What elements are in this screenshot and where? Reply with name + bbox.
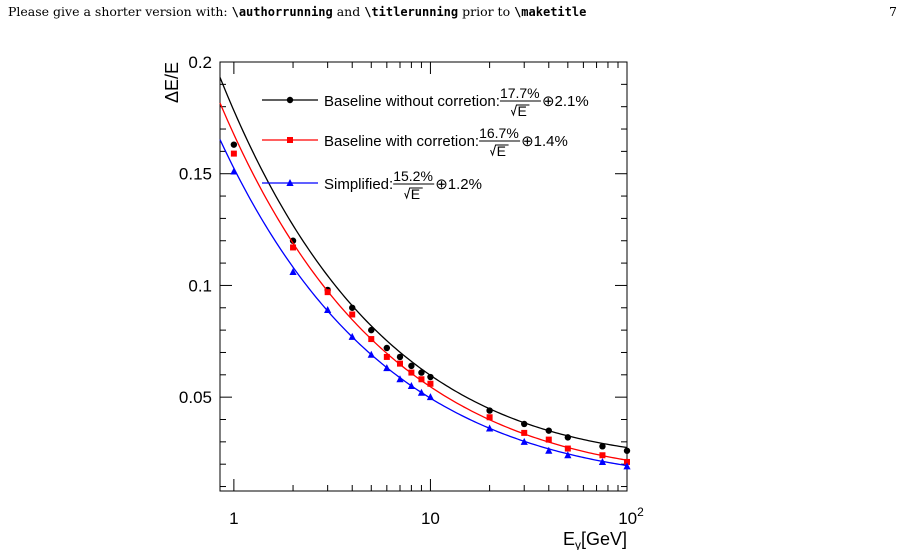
legend-fraction-numerator: 17.7% — [500, 85, 540, 101]
data-point-series-1 — [368, 326, 375, 334]
data-point-series-2 — [230, 150, 237, 157]
page-header: Please give a shorter version with: \aut… — [8, 4, 897, 24]
sqrt-symbol — [404, 187, 423, 200]
data-point-series-2 — [564, 445, 571, 452]
data-point-series-1 — [545, 427, 552, 434]
data-point-series-3 — [407, 381, 415, 389]
data-point-series-3 — [348, 332, 356, 340]
fit-curve-series-3 — [219, 139, 628, 467]
data-point-series-3 — [383, 364, 391, 372]
data-point-series-1 — [289, 237, 297, 244]
data-point-series-2 — [324, 289, 331, 296]
x-tick-label: 1 — [229, 509, 238, 528]
page-number: 7 — [889, 4, 897, 19]
data-point-series-3 — [598, 457, 607, 465]
data-point-series-1 — [427, 373, 434, 381]
legend-marker — [286, 179, 294, 186]
legend-marker — [287, 137, 293, 143]
data-point-series-3 — [367, 350, 375, 358]
y-tick-label: 0.1 — [188, 276, 212, 295]
data-point-series-3 — [396, 375, 404, 383]
sqrt-symbol — [510, 104, 530, 117]
y-tick-label: 0.15 — [179, 165, 212, 184]
data-point-series-1 — [418, 369, 425, 376]
data-point-series-1 — [230, 141, 238, 148]
y-tick-label: 0.2 — [188, 53, 212, 72]
data-point-series-2 — [290, 244, 297, 251]
data-point-series-2 — [368, 336, 375, 343]
data-point-series-2 — [427, 380, 434, 387]
legend-fraction-denominator: E — [411, 186, 420, 202]
legend-fraction-suffix: ⊕1.2% — [435, 176, 482, 193]
y-axis-label: ΔE/E — [162, 62, 182, 103]
data-point-series-3 — [520, 437, 528, 445]
running-header-text: Please give a shorter version with: \aut… — [8, 4, 587, 19]
y-tick-label: 0.05 — [179, 388, 212, 407]
data-point-series-1 — [564, 434, 572, 441]
legend-entry-2: Baseline with corretion: 16.7% E ⊕1.4% — [262, 125, 568, 159]
data-point-series-1 — [486, 407, 493, 414]
data-point-series-2 — [383, 353, 390, 360]
data-point-series-2 — [599, 452, 606, 459]
x-tick-label: 102 — [618, 505, 644, 528]
data-point-series-2 — [486, 414, 493, 421]
data-point-series-3 — [564, 451, 572, 459]
data-point-series-2 — [521, 429, 528, 436]
data-point-series-3 — [324, 306, 332, 314]
legend-label: Simplified: — [324, 176, 393, 193]
legend-fraction-numerator: 15.2% — [393, 168, 433, 184]
data-point-series-2 — [418, 376, 425, 383]
data-point-series-1 — [408, 362, 415, 370]
data-point-series-1 — [349, 304, 356, 311]
data-point-series-2 — [349, 311, 356, 318]
legend-fraction-suffix: ⊕1.4% — [521, 133, 568, 150]
data-point-series-2 — [396, 360, 403, 367]
legend-fraction-denominator: E — [497, 143, 506, 159]
x-axis-label: Eγ[GeV] — [563, 529, 627, 550]
data-point-series-1 — [599, 443, 606, 450]
legend-fraction-denominator: E — [517, 103, 526, 119]
legend-marker — [286, 96, 294, 104]
sqrt-symbol — [490, 144, 509, 157]
data-point-series-1 — [623, 447, 631, 454]
data-point-series-1 — [383, 344, 391, 352]
plot-frame — [219, 61, 628, 492]
legend-label: Baseline with corretion: — [324, 133, 479, 150]
data-point-series-2 — [545, 436, 552, 443]
data-point-series-3 — [623, 462, 631, 470]
data-point-series-3 — [230, 167, 238, 175]
data-point-series-3 — [486, 424, 494, 432]
data-point-series-3 — [289, 268, 297, 276]
data-point-series-2 — [624, 458, 630, 465]
data-point-series-1 — [396, 353, 404, 361]
data-point-series-3 — [545, 446, 553, 454]
data-point-series-3 — [417, 388, 426, 396]
legend-label: Baseline without corretion: — [324, 93, 500, 110]
data-point-series-3 — [426, 393, 435, 401]
data-point-series-2 — [408, 369, 415, 376]
x-tick-label: 10 — [421, 509, 440, 528]
legend-entry-3: Simplified: 15.2% E ⊕1.2% — [262, 168, 482, 202]
data-point-series-1 — [521, 420, 528, 428]
legend-fraction-suffix: ⊕2.1% — [542, 93, 589, 110]
fit-curve-series-2 — [219, 102, 628, 461]
legend-fraction-numerator: 16.7% — [479, 125, 519, 141]
legend-entry-1: Baseline without corretion: 17.7% E ⊕2.1% — [262, 85, 589, 119]
